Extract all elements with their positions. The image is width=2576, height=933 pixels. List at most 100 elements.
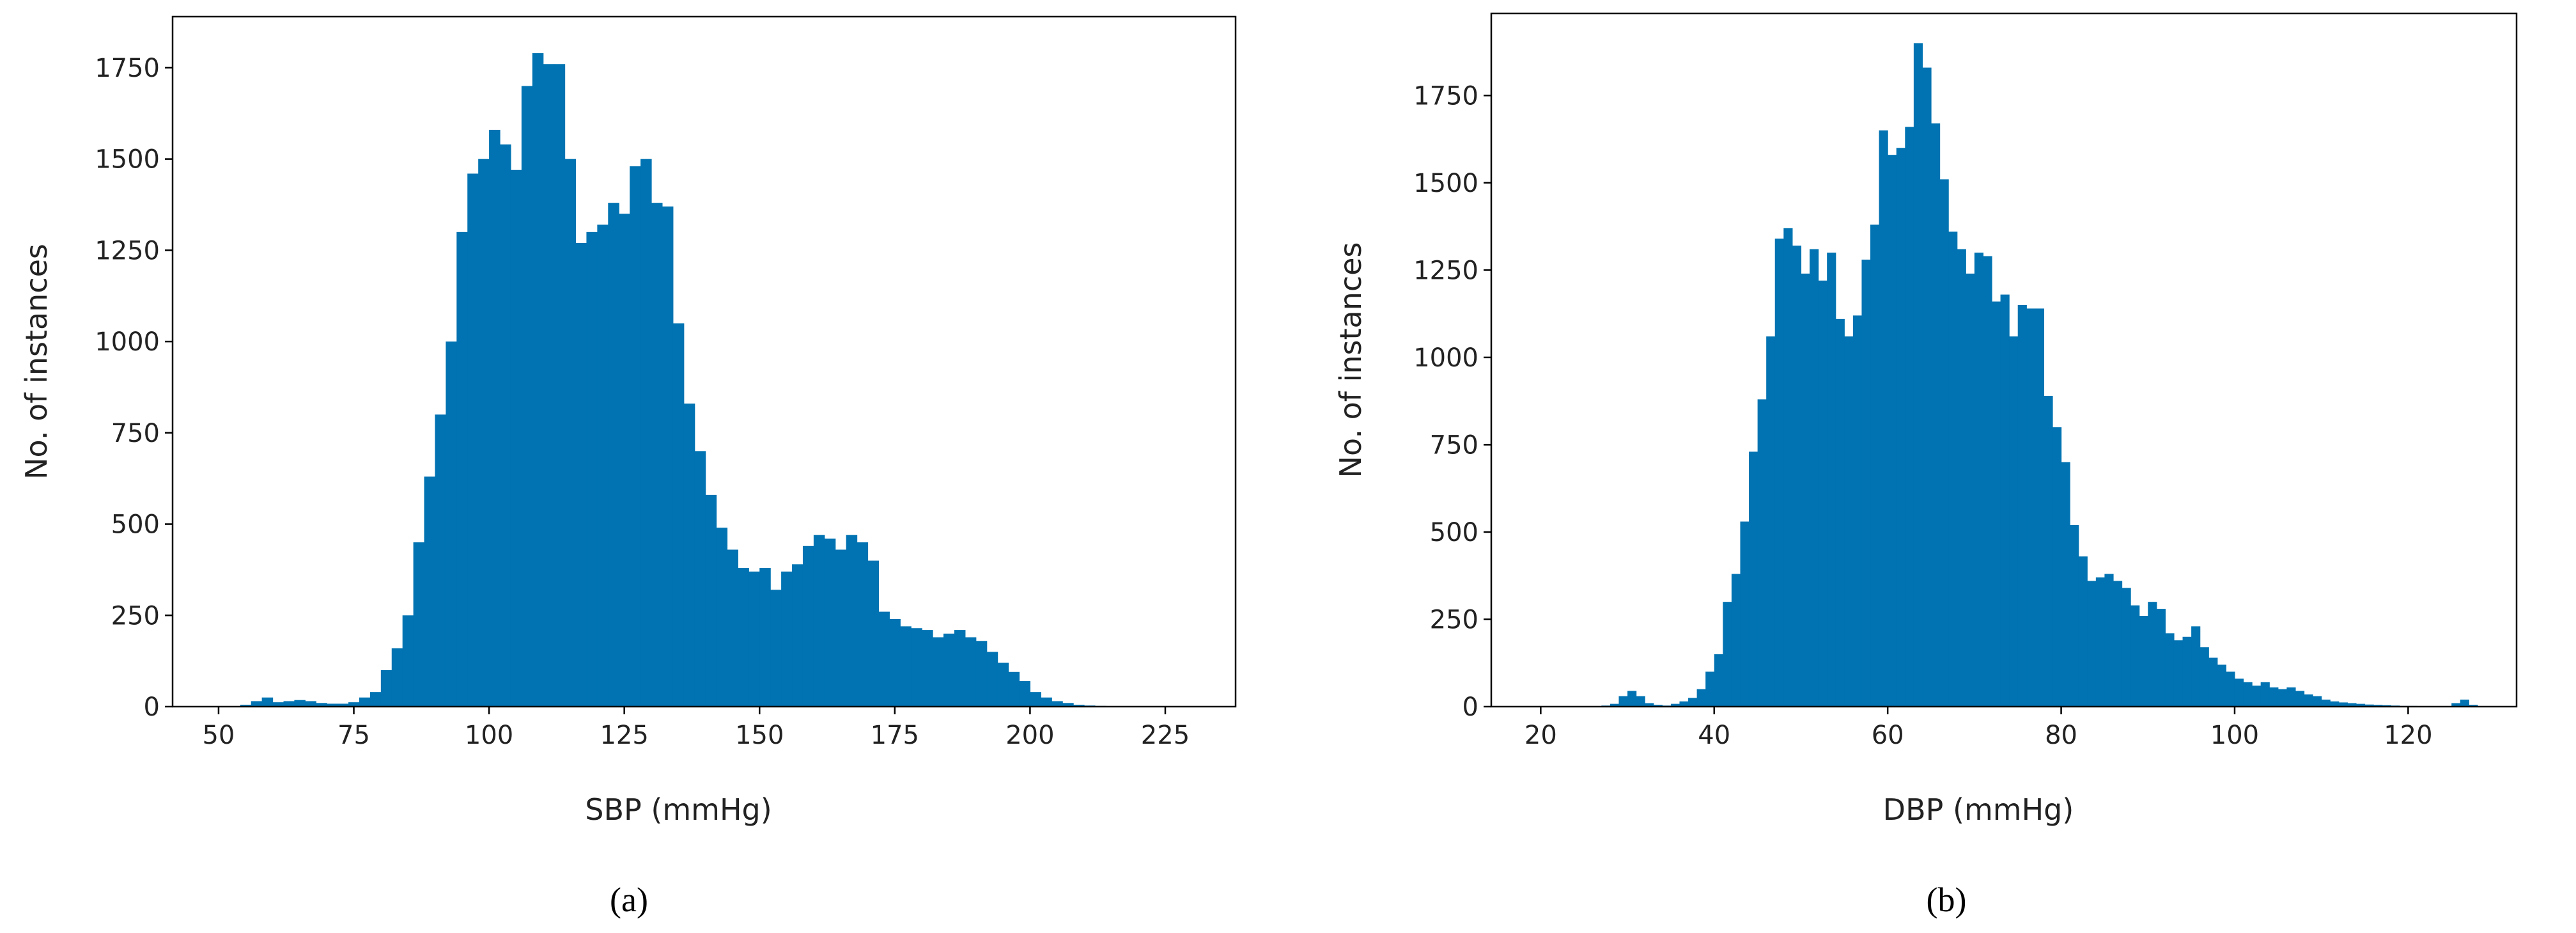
bar bbox=[2173, 640, 2184, 707]
x-tick-label: 120 bbox=[2384, 721, 2432, 750]
x-tick-label: 100 bbox=[2210, 721, 2259, 750]
bar bbox=[2269, 687, 2279, 707]
bar bbox=[1792, 246, 1802, 707]
bar bbox=[272, 702, 284, 707]
bar bbox=[402, 615, 414, 707]
bar bbox=[943, 633, 955, 707]
bar bbox=[1731, 574, 1741, 707]
bar bbox=[1810, 249, 1819, 707]
bar bbox=[1801, 273, 1810, 707]
bar bbox=[2330, 701, 2339, 707]
bar bbox=[1888, 155, 1897, 707]
bar bbox=[1766, 336, 1776, 707]
bar bbox=[630, 166, 641, 707]
bar bbox=[424, 476, 436, 707]
bar bbox=[1966, 273, 1975, 707]
bar bbox=[2182, 636, 2192, 707]
bar bbox=[2104, 574, 2114, 707]
bar bbox=[1740, 521, 1750, 707]
bar bbox=[857, 542, 869, 707]
y-tick-label: 0 bbox=[144, 693, 160, 722]
bar bbox=[478, 159, 490, 707]
bar bbox=[900, 626, 912, 707]
bar bbox=[846, 535, 858, 707]
bar bbox=[283, 701, 295, 707]
bar bbox=[1783, 228, 1793, 707]
bar bbox=[1696, 689, 1706, 707]
bar bbox=[1992, 301, 2001, 707]
bar bbox=[2451, 703, 2461, 707]
bar bbox=[651, 203, 663, 707]
bar bbox=[1896, 148, 1905, 707]
y-tick-label: 1250 bbox=[95, 236, 160, 265]
bar bbox=[2200, 647, 2209, 707]
bar bbox=[1922, 67, 1932, 707]
bar bbox=[770, 590, 782, 707]
x-tick-label: 60 bbox=[1872, 721, 1904, 750]
bar bbox=[316, 703, 327, 707]
bar bbox=[305, 701, 316, 707]
bar bbox=[575, 242, 587, 707]
bar bbox=[1905, 127, 1914, 707]
bar bbox=[2260, 682, 2270, 707]
bar bbox=[1870, 224, 1880, 707]
bar bbox=[608, 203, 619, 707]
bar bbox=[359, 697, 371, 707]
bar bbox=[261, 697, 274, 707]
bar bbox=[922, 630, 933, 707]
y-axis-label: No. of instances bbox=[19, 244, 54, 480]
bar bbox=[2130, 605, 2140, 707]
bar bbox=[327, 703, 338, 707]
bar bbox=[672, 323, 685, 707]
bar bbox=[2052, 427, 2062, 707]
bar bbox=[456, 231, 468, 707]
bar bbox=[532, 53, 544, 707]
bar bbox=[889, 618, 901, 707]
bar bbox=[1618, 696, 1628, 707]
bar bbox=[446, 341, 457, 707]
bar bbox=[2087, 581, 2097, 707]
bar bbox=[727, 549, 738, 707]
bar bbox=[975, 641, 988, 707]
bar bbox=[2035, 308, 2045, 707]
bar bbox=[1019, 681, 1031, 707]
y-tick-label: 250 bbox=[111, 601, 160, 631]
bar bbox=[954, 630, 966, 707]
bar bbox=[1610, 703, 1620, 707]
bar bbox=[2243, 682, 2253, 707]
bar bbox=[2321, 700, 2331, 707]
x-tick-label: 100 bbox=[465, 721, 513, 750]
bar bbox=[521, 86, 533, 707]
bar bbox=[662, 206, 674, 707]
bar bbox=[348, 702, 360, 707]
bar bbox=[2313, 696, 2322, 707]
bar bbox=[911, 628, 922, 707]
bar bbox=[1913, 43, 1923, 707]
bar bbox=[369, 692, 382, 707]
bar bbox=[510, 169, 522, 707]
x-tick-label: 80 bbox=[2045, 721, 2077, 750]
axes-frame bbox=[171, 15, 1237, 708]
bar bbox=[2295, 691, 2305, 707]
bar bbox=[965, 637, 977, 707]
bar bbox=[683, 404, 695, 707]
y-axis-label: No. of instances bbox=[1333, 242, 1368, 478]
bar bbox=[240, 705, 252, 707]
bar bbox=[802, 545, 814, 707]
bar bbox=[2252, 686, 2262, 707]
bar bbox=[619, 214, 630, 707]
x-tick-label: 50 bbox=[202, 721, 235, 750]
bar bbox=[1627, 691, 1637, 707]
x-axis-label: DBP (mmHg) bbox=[1883, 792, 2074, 827]
bar bbox=[933, 637, 944, 707]
bar bbox=[1645, 703, 1654, 707]
x-tick-label: 20 bbox=[1525, 721, 1557, 750]
bar bbox=[2009, 336, 2019, 707]
bar bbox=[489, 129, 500, 707]
bar bbox=[2017, 304, 2027, 707]
bar bbox=[435, 414, 446, 707]
bar bbox=[586, 231, 598, 707]
bar bbox=[2355, 703, 2366, 707]
x-tick-label: 150 bbox=[735, 721, 784, 750]
